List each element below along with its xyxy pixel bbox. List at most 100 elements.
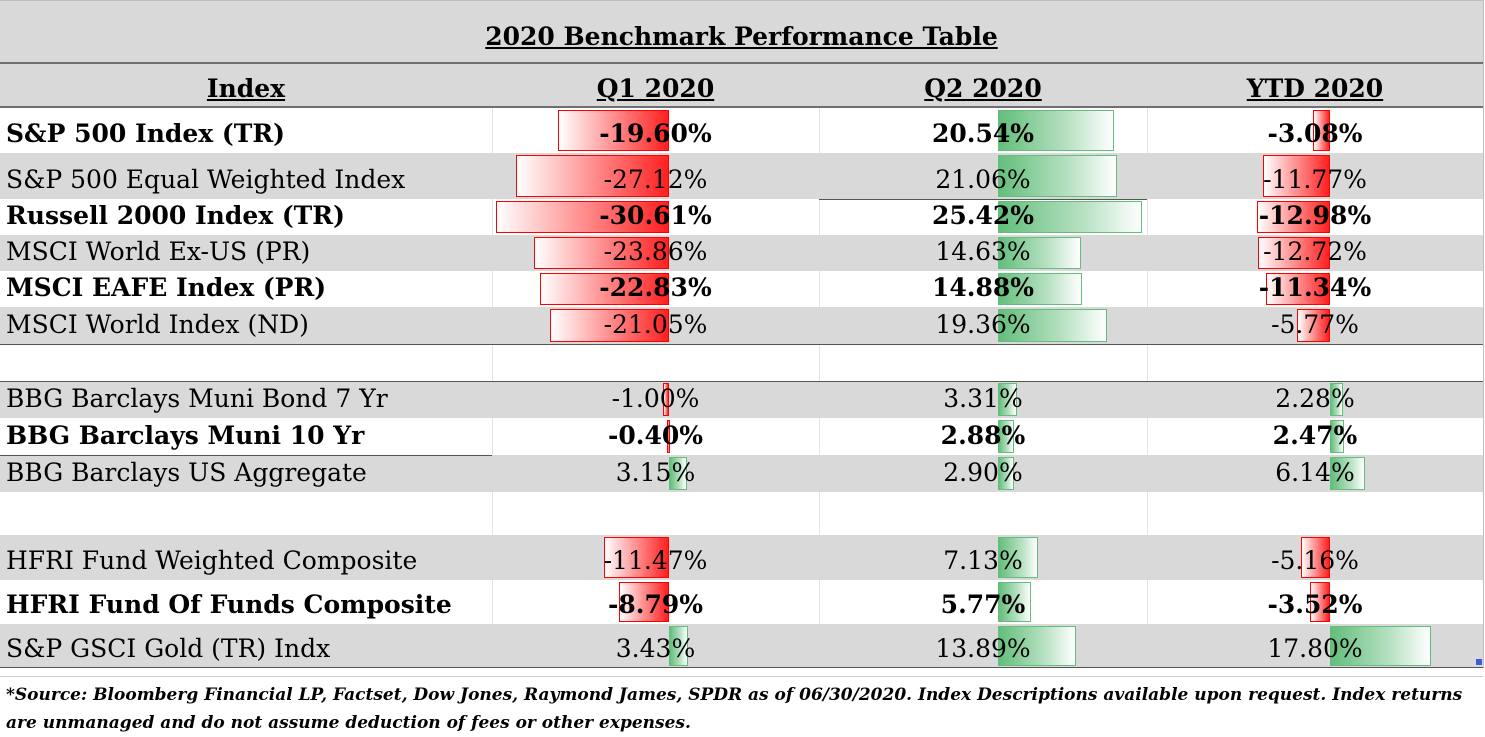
cell-value: 3.15% [615, 458, 696, 487]
cell-value: 14.88% [931, 273, 1035, 302]
data-bar [558, 110, 669, 151]
cell-value: 25.42% [931, 201, 1035, 230]
column-header-index: Index [206, 74, 286, 103]
data-bar [669, 457, 687, 490]
footnote-divider [0, 676, 1483, 677]
data-bar [1300, 537, 1330, 578]
table-title: 2020 Benchmark Performance Table [485, 22, 998, 51]
selection-handle[interactable] [1476, 659, 1482, 665]
cell-value: -5.16% [1271, 546, 1359, 575]
table-row [0, 624, 1483, 668]
row-label: BBG Barclays US Aggregate [6, 458, 367, 487]
cell-value: 13.89% [935, 634, 1031, 663]
divider-line-3 [819, 199, 1147, 200]
cell-value: 21.06% [935, 165, 1031, 194]
data-bar [1258, 237, 1330, 269]
row-label: Russell 2000 Index (TR) [6, 201, 345, 230]
cell-value: -11.34% [1258, 273, 1372, 302]
data-bar [496, 201, 669, 233]
data-bar [1265, 273, 1330, 305]
cell-value: 5.77% [940, 590, 1026, 619]
table-row [0, 492, 1483, 535]
cell-value: -21.05% [603, 310, 708, 339]
divider-line-4 [0, 455, 492, 456]
row-label: BBG Barclays Muni 10 Yr [6, 421, 365, 450]
divider-line-1 [0, 381, 1483, 382]
title-band [0, 0, 1483, 63]
table-row [0, 235, 1483, 271]
data-bar [998, 383, 1017, 416]
row-label: S&P GSCI Gold (TR) Indx [6, 634, 331, 663]
row-label: MSCI World Ex-US (PR) [6, 237, 311, 266]
row-label: HFRI Fund Weighted Composite [6, 546, 418, 575]
cell-value: 7.13% [943, 546, 1023, 575]
table-row [0, 535, 1483, 580]
column-header-q2: Q2 2020 [924, 74, 1042, 103]
column-header-ytd: YTD 2020 [1246, 74, 1384, 103]
data-bar [998, 537, 1039, 578]
cell-value: 2.88% [940, 421, 1026, 450]
data-bar [998, 110, 1115, 151]
data-bar [998, 457, 1015, 490]
data-bar [998, 155, 1117, 197]
table-row [0, 307, 1483, 344]
data-bar [1310, 582, 1330, 622]
row-label: BBG Barclays Muni Bond 7 Yr [6, 384, 388, 413]
data-bar [540, 273, 669, 305]
data-bar [663, 383, 669, 416]
data-bar [1312, 110, 1330, 151]
cell-value: -12.72% [1263, 237, 1367, 266]
row-label: S&P 500 Index (TR) [6, 119, 285, 148]
cell-value: 3.31% [943, 384, 1023, 413]
data-bar [604, 537, 669, 578]
table-row [0, 344, 1483, 381]
data-bar [1330, 383, 1343, 416]
cell-value: -23.86% [603, 237, 708, 266]
row-label: HFRI Fund Of Funds Composite [6, 590, 452, 619]
data-bar [669, 626, 689, 666]
cell-value: -3.52% [1267, 590, 1363, 619]
cell-value: -12.98% [1258, 201, 1372, 230]
data-bar [998, 273, 1083, 305]
data-bar [998, 626, 1077, 666]
row-label: MSCI World Index (ND) [6, 310, 309, 339]
data-bar [1263, 155, 1330, 197]
right-border [1483, 0, 1484, 668]
cell-value: -22.83% [599, 273, 712, 302]
data-bar [998, 309, 1108, 342]
cell-value: -11.77% [1263, 165, 1367, 194]
cell-value: -30.61% [599, 201, 712, 230]
data-bar [1297, 309, 1330, 342]
cell-value: -3.08% [1267, 119, 1363, 148]
table-row [0, 153, 1483, 199]
divider-line-0 [0, 344, 1483, 345]
cell-value: -5.77% [1271, 310, 1359, 339]
data-bar [1256, 201, 1330, 233]
cell-value: 3.43% [615, 634, 696, 663]
data-bar [619, 582, 669, 622]
data-bar [1330, 626, 1431, 666]
divider-line-2 [0, 667, 1483, 668]
cell-value: -11.47% [603, 546, 708, 575]
cell-value: 6.14% [1275, 458, 1355, 487]
data-bar [534, 237, 669, 269]
data-bar [998, 582, 1031, 622]
column-header-q1: Q1 2020 [596, 74, 715, 103]
data-bar [550, 309, 669, 342]
cell-value: -0.40% [607, 421, 704, 450]
cell-value: 2.90% [943, 458, 1023, 487]
data-bar [998, 420, 1015, 453]
cell-value: -1.00% [611, 384, 700, 413]
cell-value: 14.63% [935, 237, 1031, 266]
cell-value: 17.80% [1267, 634, 1363, 663]
row-label: MSCI EAFE Index (PR) [6, 273, 327, 302]
cell-value: 19.36% [935, 310, 1031, 339]
cell-value: 20.54% [931, 119, 1035, 148]
table-row [0, 381, 1483, 418]
data-bar [998, 237, 1081, 269]
data-bar [998, 201, 1142, 233]
cell-value: -27.12% [603, 165, 708, 194]
cell-value: -19.60% [599, 119, 712, 148]
cell-value: 2.47% [1272, 421, 1358, 450]
